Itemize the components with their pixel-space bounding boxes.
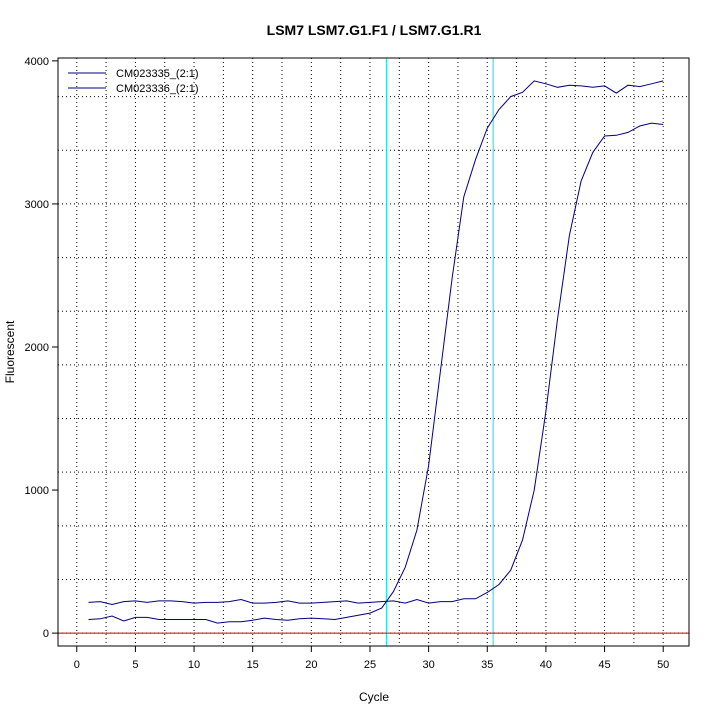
x-tick-label: 10 (188, 659, 200, 671)
y-tick-label: 3000 (25, 199, 49, 211)
x-tick-label: 5 (132, 659, 138, 671)
y-tick-label: 1000 (25, 485, 49, 497)
legend-entry-label: CM023336_(2:1) (116, 83, 199, 95)
series-line-1 (88, 122, 664, 606)
x-tick-label: 40 (540, 659, 552, 671)
series-lines (88, 80, 664, 624)
series-line-2 (88, 80, 664, 624)
cycle-marker-lines (385, 58, 494, 646)
chart-title: LSM7 LSM7.G1.F1 / LSM7.G1.R1 (267, 22, 482, 38)
x-tick-label: 15 (247, 659, 259, 671)
x-tick-label: 20 (305, 659, 317, 671)
x-tick-label: 45 (598, 659, 610, 671)
x-tick-label: 25 (364, 659, 376, 671)
x-tick-label: 35 (481, 659, 493, 671)
y-tick-label: 2000 (25, 342, 49, 354)
y-tick-label: 4000 (25, 56, 49, 68)
legend: CM023335_(2:1) CM023336_(2:1) (68, 68, 199, 95)
x-axis: 0 5 10 15 20 25 30 35 40 45 50 (74, 646, 669, 671)
x-axis-label: Cycle (359, 690, 389, 704)
x-tick-label: 50 (657, 659, 669, 671)
legend-entry-label: CM023335_(2:1) (116, 68, 199, 80)
x-tick-label: 0 (74, 659, 80, 671)
y-axis-label: Fluorescent (3, 320, 17, 383)
y-tick-label: 0 (43, 628, 49, 640)
y-axis: 0 1000 2000 3000 4000 (25, 56, 58, 640)
plot-area-frame (57, 57, 690, 647)
x-tick-label: 30 (422, 659, 434, 671)
